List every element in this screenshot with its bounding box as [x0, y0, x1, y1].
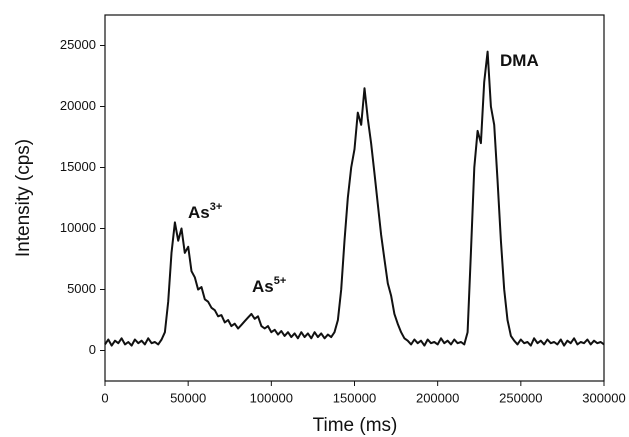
x-tick-label: 50000	[170, 390, 206, 405]
y-axis-title: Intensity (cps)	[13, 139, 34, 257]
y-tick-label: 5000	[67, 281, 96, 296]
peak-label: DMA	[500, 51, 539, 70]
peak-label-sup: 3+	[210, 201, 223, 213]
peak-label-text: DMA	[500, 51, 539, 70]
peak-label-text: As	[188, 203, 210, 222]
y-tick-label: 25000	[60, 37, 96, 52]
y-tick-label: 15000	[60, 159, 96, 174]
x-tick-label: 200000	[416, 390, 459, 405]
y-tick-label: 20000	[60, 98, 96, 113]
x-tick-label: 300000	[582, 390, 625, 405]
y-tick-label: 0	[89, 342, 96, 357]
peak-label: As5+	[252, 275, 286, 297]
x-tick-label: 150000	[333, 390, 376, 405]
x-tick-label: 100000	[250, 390, 293, 405]
x-tick-label: 250000	[499, 390, 542, 405]
peak-label-sup: 5+	[274, 275, 287, 287]
x-tick-label: 0	[101, 390, 108, 405]
peak-label: As3+	[188, 201, 222, 223]
data-line	[104, 50, 605, 347]
x-axis-title: Time (ms)	[313, 415, 398, 436]
peak-label-text: As	[252, 277, 274, 296]
y-tick-label: 10000	[60, 220, 96, 235]
